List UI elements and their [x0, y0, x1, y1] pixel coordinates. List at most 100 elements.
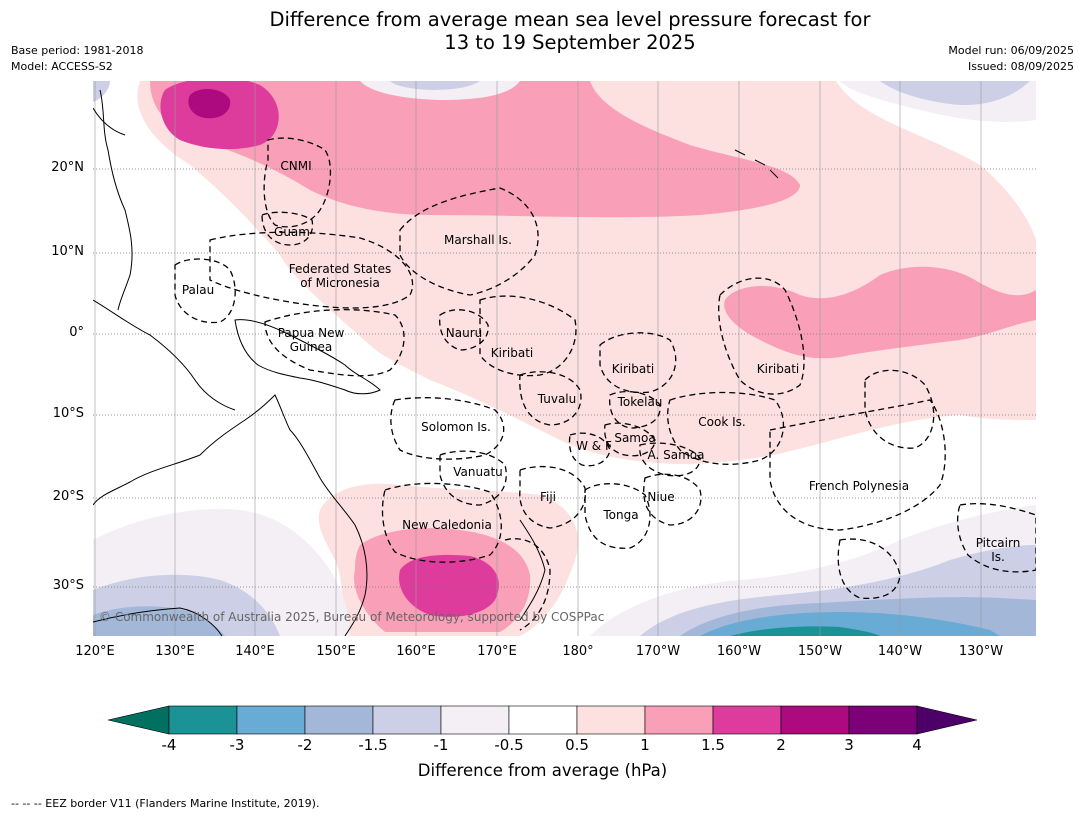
- eez-south-central: [837, 538, 901, 600]
- copyright-notice: © Commonwealth of Australia 2025, Bureau…: [99, 610, 605, 624]
- longitude-label: 120°E: [75, 644, 115, 659]
- eez-vanuatu: [439, 450, 507, 506]
- colorbar-segment: [576, 705, 646, 735]
- eez-borders: [174, 137, 1036, 631]
- colorbar-tick-label: -2: [297, 736, 313, 754]
- longitude-label: 180°: [562, 644, 594, 659]
- colorbar-tick-label: -3: [229, 736, 245, 754]
- contour-magenta-nw: [188, 88, 231, 119]
- colorbar-segment: [440, 705, 510, 735]
- latitude-label: 30°S: [52, 578, 84, 593]
- longitude-label: 150°W: [797, 644, 843, 659]
- colorbar-label: Difference from average (hPa): [417, 761, 668, 780]
- meta-right: Model run: 06/09/2025 Issued: 08/09/2025: [948, 43, 1074, 75]
- longitude-label: 130°E: [155, 644, 195, 659]
- contour-neg-top-left: [93, 81, 110, 102]
- region-label: W & F: [576, 439, 612, 453]
- eez-american-samoa: [639, 442, 701, 477]
- colorbar-segment: [780, 705, 850, 735]
- contour-neg-top-center-core: [390, 81, 480, 90]
- colorbar-tick-label: 1: [640, 736, 650, 754]
- region-label: Tokelau: [617, 395, 663, 409]
- region-label: Kiribati: [756, 362, 800, 376]
- region-label: Vanuatu: [453, 465, 503, 479]
- colorbar-segment: [644, 705, 714, 735]
- longitude-label: 160°W: [716, 644, 762, 659]
- colorbar-tick-label: 4: [912, 736, 922, 754]
- eez-tuvalu: [519, 371, 582, 426]
- contour-pink-dark-south: [399, 554, 499, 617]
- colorbar-tick-label: 0.5: [565, 736, 589, 754]
- region-label: Cook Is.: [698, 415, 746, 429]
- eez-french-polynesia: [769, 399, 946, 531]
- eez-footnote: -- -- -- EEZ border V11 (Flanders Marine…: [11, 797, 320, 810]
- longitude-label: 150°E: [316, 644, 356, 659]
- colorbar-tick-label: 1.5: [701, 736, 725, 754]
- coast-australia: [93, 394, 368, 636]
- title-line-2: 13 to 19 September 2025: [444, 31, 696, 54]
- colorbar-tick-label: -0.5: [494, 736, 524, 754]
- region-label: Papua New Guinea: [277, 326, 345, 354]
- latitude-label: 10°N: [51, 244, 84, 259]
- coast-hawaii: [734, 149, 779, 179]
- eez-samoa: [604, 422, 656, 457]
- coast-indonesia: [93, 299, 236, 411]
- region-label: Samoa: [614, 431, 656, 445]
- base-period: Base period: 1981-2018: [11, 44, 144, 57]
- region-label: Fiji: [539, 490, 557, 504]
- model-name: Model: ACCESS-S2: [11, 60, 113, 73]
- eez-french-polynesia-north: [864, 369, 935, 449]
- region-label: Niue: [647, 490, 675, 504]
- colorbar-segment: [168, 705, 238, 735]
- colorbar-tick-label: -1: [433, 736, 449, 754]
- colorbar-segment: [848, 705, 918, 735]
- eez-guam: [261, 211, 314, 246]
- eez-new-caledonia: [381, 482, 502, 563]
- region-label: New Caledonia: [402, 518, 492, 532]
- colorbar-segment: [712, 705, 782, 735]
- eez-kiribati-line: [718, 277, 805, 395]
- latitude-label: 20°N: [51, 160, 84, 175]
- colorbar-tick-label: 3: [844, 736, 854, 754]
- coast-philippines: [99, 89, 133, 311]
- eez-niue: [643, 473, 702, 526]
- colorbar-segment: [508, 705, 578, 735]
- region-label: A. Samoa: [647, 448, 705, 462]
- region-label: Solomon Is.: [421, 420, 491, 434]
- latitude-label: 10°S: [52, 406, 84, 421]
- contour-neg-se-deep: [730, 626, 880, 636]
- meta-left: Base period: 1981-2018 Model: ACCESS-S2: [11, 43, 143, 75]
- region-label: Pitcairn Is.: [975, 536, 1021, 564]
- eez-pitcairn: [957, 503, 1036, 573]
- eez-fiji: [519, 466, 586, 529]
- model-run: Model run: 06/09/2025: [948, 44, 1074, 57]
- region-label: Federated States of Micronesia: [288, 262, 392, 290]
- eez-wallis-futuna: [568, 432, 611, 467]
- longitude-label: 130°W: [958, 644, 1004, 659]
- region-label: Kiribati: [490, 346, 534, 360]
- eez-tokelau: [609, 391, 661, 429]
- region-label: CNMI: [280, 159, 312, 173]
- eez-cook: [667, 391, 785, 465]
- coast-new-zealand-north: [519, 519, 546, 621]
- coast-japan: [93, 107, 126, 136]
- eez-kiribati-gilbert: [479, 295, 577, 377]
- coast-australia-south: [93, 607, 223, 636]
- region-label: Marshall Is.: [444, 233, 512, 247]
- contour-pink-mid-east: [724, 266, 1036, 359]
- grid-lines: [93, 81, 1036, 636]
- eez-tonga: [584, 483, 651, 549]
- contour-pink-mid-north: [150, 81, 800, 218]
- colorbar-segment: [304, 705, 374, 735]
- region-label: Kiribati: [611, 362, 655, 376]
- region-label: French Polynesia: [808, 479, 910, 493]
- colorbar-tick-label: -4: [161, 736, 177, 754]
- longitude-label: 140°E: [235, 644, 275, 659]
- issued-date: Issued: 08/09/2025: [967, 60, 1074, 73]
- coast-new-guinea: [234, 319, 381, 395]
- longitude-label: 170°E: [477, 644, 517, 659]
- colorbar-extend-high: [916, 705, 978, 735]
- latitude-label: 20°S: [52, 489, 84, 504]
- eez-png: [264, 309, 405, 377]
- region-label: Tonga: [603, 508, 639, 522]
